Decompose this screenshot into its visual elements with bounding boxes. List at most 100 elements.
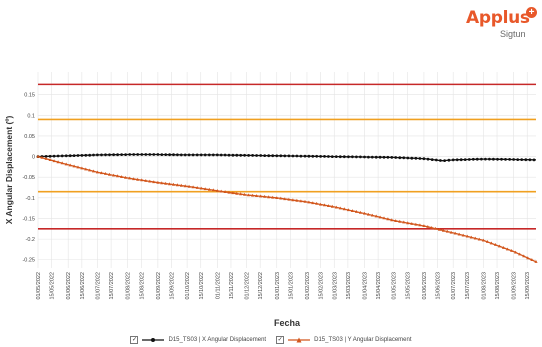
point-x — [156, 153, 160, 156]
point-y — [485, 240, 489, 243]
point-x — [144, 153, 148, 156]
x-tick-label: 01/09/2023 — [512, 272, 518, 300]
x-tick-label: 15/11/2022 — [229, 272, 235, 299]
point-x — [259, 154, 263, 157]
legend-item-y[interactable]: ✓ D15_TS03 | Y Angular Displacement — [276, 336, 412, 344]
point-x — [48, 154, 52, 158]
point-y — [52, 159, 56, 163]
point-y — [374, 214, 378, 218]
point-y — [148, 179, 152, 183]
point-y — [390, 218, 394, 222]
point-y — [330, 204, 334, 208]
point-x — [255, 154, 258, 157]
point-y — [207, 187, 211, 191]
point-y — [434, 226, 438, 230]
point-x — [124, 153, 127, 157]
point-y — [164, 181, 168, 185]
x-tick-label: 15/03/2023 — [346, 272, 352, 300]
point-x — [172, 153, 175, 157]
point-x — [414, 156, 418, 160]
x-tick-label: 15/07/2022 — [109, 272, 115, 300]
point-x — [447, 158, 451, 162]
point-x — [484, 157, 487, 161]
y-tick-label: 0.05 — [24, 134, 35, 140]
x-tick-label: 15/05/2022 — [50, 272, 56, 300]
point-y — [386, 217, 390, 221]
point-x — [263, 154, 267, 158]
point-x — [434, 158, 438, 162]
legend-checkbox-y[interactable]: ✓ — [276, 336, 285, 344]
point-y — [457, 232, 461, 236]
point-x — [508, 158, 511, 161]
point-y — [497, 244, 502, 248]
point-y — [530, 258, 534, 261]
x-tick-label: 15/08/2022 — [139, 272, 145, 300]
point-y — [243, 192, 247, 196]
point-y — [473, 236, 477, 240]
point-x — [56, 154, 60, 158]
point-y — [398, 219, 402, 223]
point-x — [235, 153, 239, 157]
point-x — [100, 153, 103, 157]
point-x — [207, 153, 211, 157]
point-x — [426, 157, 430, 161]
x-tick-label: 01/04/2023 — [362, 272, 368, 300]
y-tick-label: -0.05 — [22, 175, 35, 181]
point-x — [199, 153, 203, 157]
point-y — [211, 188, 215, 192]
point-x — [402, 156, 406, 160]
point-x — [504, 158, 507, 161]
x-tick-label: 01/06/2022 — [66, 272, 72, 300]
point-x — [243, 153, 247, 157]
point-y — [68, 163, 72, 167]
point-x — [367, 155, 370, 159]
point-x — [338, 155, 342, 159]
point-y — [501, 246, 506, 249]
point-y — [263, 194, 267, 198]
point-y — [319, 202, 323, 206]
point-x — [227, 153, 231, 157]
logo-plus-icon: + — [526, 7, 537, 18]
point-y — [465, 234, 469, 238]
point-x — [88, 153, 92, 157]
point-y — [160, 181, 164, 185]
point-y — [295, 198, 299, 202]
point-y — [267, 195, 271, 199]
point-y — [183, 184, 187, 188]
point-y — [362, 211, 367, 215]
x-tick-label: 01/01/2023 — [275, 272, 281, 300]
point-x — [307, 154, 311, 158]
point-x — [430, 158, 434, 162]
logo-subtitle: Sigtun — [500, 29, 526, 39]
point-x — [168, 153, 172, 157]
legend-checkbox-x[interactable]: ✓ — [130, 336, 139, 344]
point-y — [124, 175, 128, 179]
point-y — [510, 249, 514, 252]
point-x — [187, 153, 191, 157]
point-y — [461, 233, 465, 237]
point-x — [152, 153, 156, 156]
point-x — [64, 154, 68, 158]
point-y — [437, 227, 442, 231]
x-tick-label: 01/06/2023 — [422, 272, 428, 300]
point-x — [516, 158, 520, 162]
x-tick-label: 15/01/2023 — [288, 272, 294, 300]
x-tick-label: 01/07/2022 — [95, 272, 101, 300]
point-x — [390, 156, 394, 159]
x-tick-label: 15/05/2023 — [405, 272, 411, 300]
point-y — [215, 189, 219, 192]
legend-item-x[interactable]: ✓ D15_TS03 | X Angular Displacement — [130, 336, 266, 344]
point-x — [410, 156, 414, 160]
x-tick-label: 01/03/2023 — [332, 272, 338, 300]
x-tick-label: 15/02/2023 — [319, 272, 325, 300]
point-y — [346, 208, 350, 212]
point-y — [60, 161, 64, 165]
chart-legend: ✓ D15_TS03 | X Angular Displacement ✓ D1… — [0, 334, 542, 346]
point-y — [522, 254, 526, 258]
point-x — [355, 155, 358, 159]
point-y — [469, 235, 473, 239]
point-x — [179, 153, 183, 157]
point-y — [453, 231, 457, 235]
point-x — [443, 159, 446, 163]
x-tick-label: 15/09/2022 — [170, 272, 176, 300]
